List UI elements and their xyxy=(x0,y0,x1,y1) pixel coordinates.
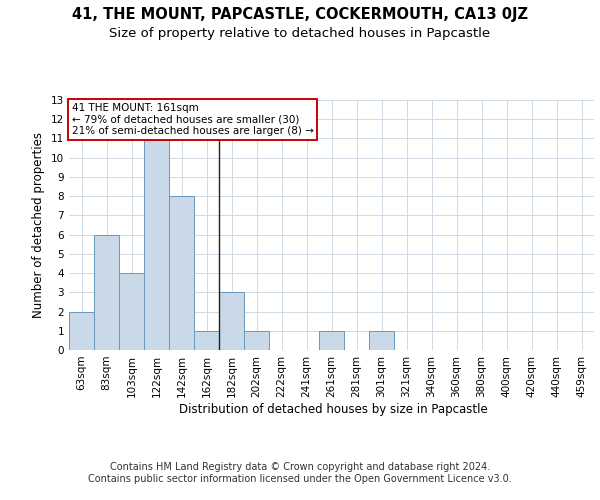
Bar xyxy=(219,292,244,350)
Text: 41 THE MOUNT: 161sqm
← 79% of detached houses are smaller (30)
21% of semi-detac: 41 THE MOUNT: 161sqm ← 79% of detached h… xyxy=(71,103,313,136)
Bar xyxy=(319,331,344,350)
Text: Size of property relative to detached houses in Papcastle: Size of property relative to detached ho… xyxy=(109,28,491,40)
Text: Distribution of detached houses by size in Papcastle: Distribution of detached houses by size … xyxy=(179,402,487,415)
Bar xyxy=(119,273,144,350)
Bar xyxy=(194,331,219,350)
Bar xyxy=(94,234,119,350)
Text: 41, THE MOUNT, PAPCASTLE, COCKERMOUTH, CA13 0JZ: 41, THE MOUNT, PAPCASTLE, COCKERMOUTH, C… xyxy=(72,8,528,22)
Bar xyxy=(69,312,94,350)
Bar xyxy=(244,331,269,350)
Bar xyxy=(369,331,394,350)
Text: Contains HM Land Registry data © Crown copyright and database right 2024.
Contai: Contains HM Land Registry data © Crown c… xyxy=(88,462,512,484)
Bar xyxy=(144,138,169,350)
Bar xyxy=(169,196,194,350)
Y-axis label: Number of detached properties: Number of detached properties xyxy=(32,132,46,318)
